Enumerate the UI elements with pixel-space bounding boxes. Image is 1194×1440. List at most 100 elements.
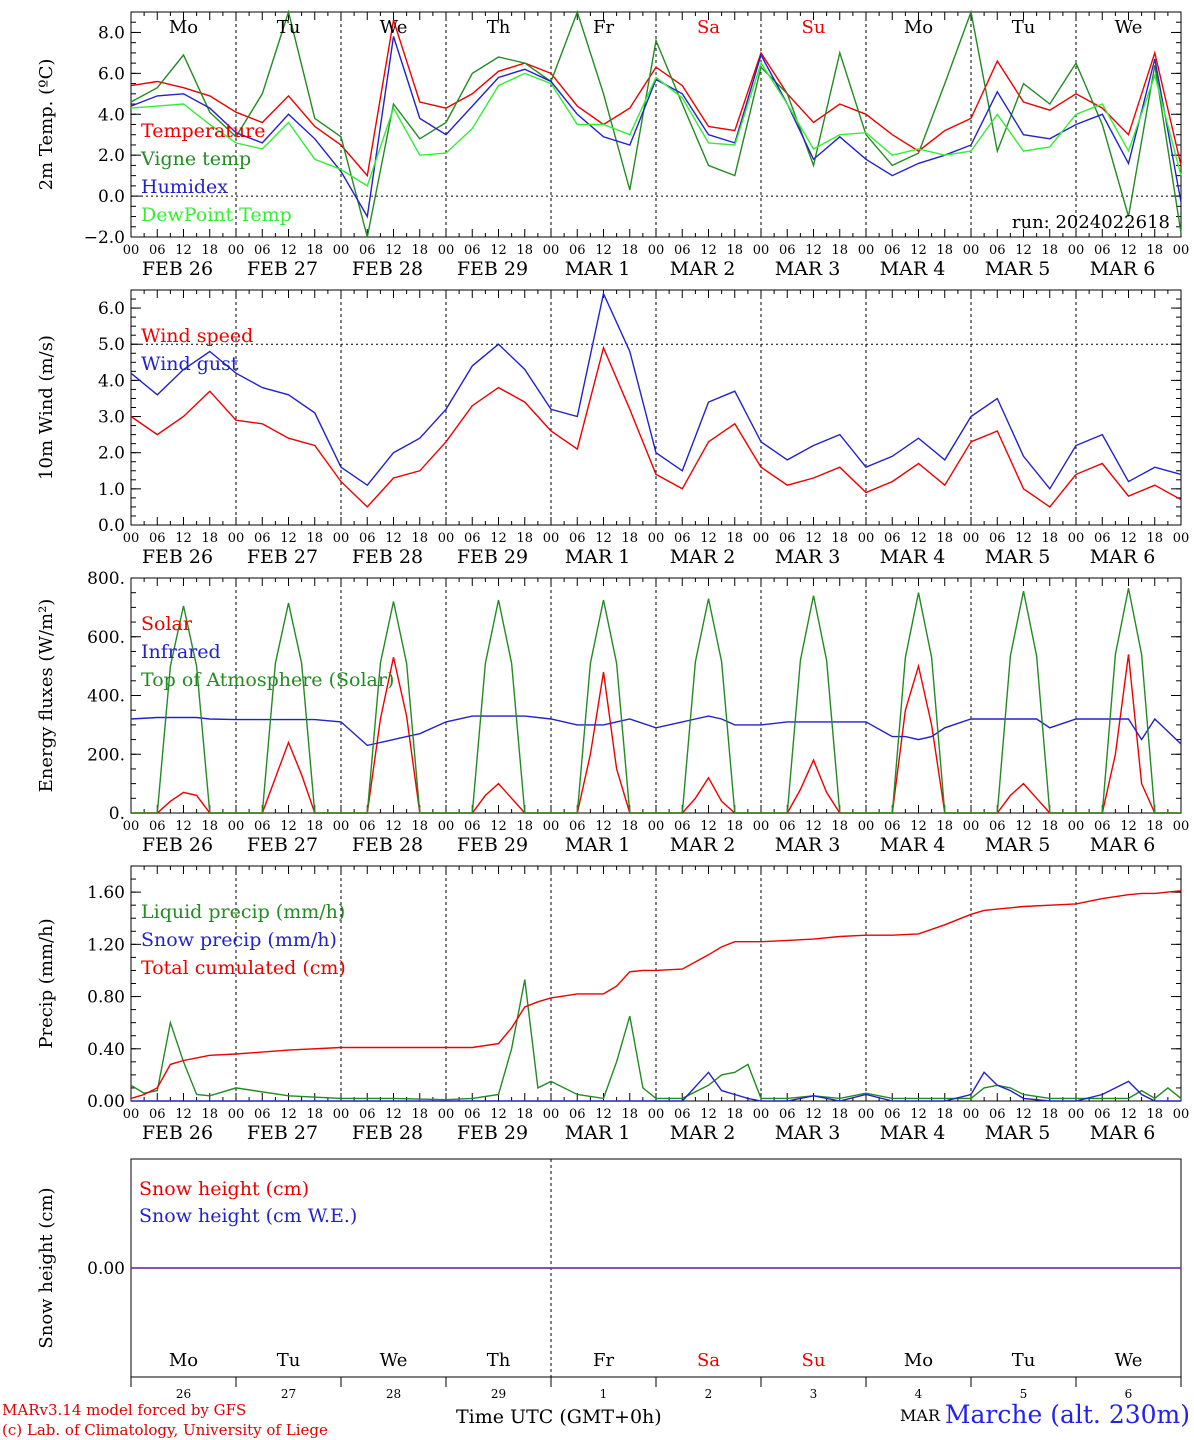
hour-tick-label: 18 xyxy=(936,1107,953,1122)
date-label: MAR 5 xyxy=(985,1122,1051,1144)
hour-tick-label: 06 xyxy=(884,819,901,834)
hour-tick-label: 06 xyxy=(674,819,691,834)
hour-tick-label: 00 xyxy=(123,819,140,834)
hour-tick-label: 18 xyxy=(1041,819,1058,834)
weekday-label-bottom: Tu xyxy=(277,1350,301,1371)
y-axis-label: Energy fluxes (W/m²) xyxy=(36,599,57,793)
weekday-label-bottom: Tu xyxy=(1012,1350,1036,1371)
hour-tick-label: 18 xyxy=(516,1107,533,1122)
hour-tick-label: 12 xyxy=(1120,819,1137,834)
panel-2 xyxy=(130,289,1182,526)
legend-entry: Temperature xyxy=(141,120,265,142)
hour-tick-label: 00 xyxy=(963,531,980,546)
hour-tick-label: 18 xyxy=(1146,531,1163,546)
legend-entry: Vigne temp xyxy=(140,148,251,170)
hour-tick-label: 06 xyxy=(359,243,376,258)
y-tick-label: 1.20 xyxy=(87,935,125,955)
y-tick-label: 1.60 xyxy=(87,883,125,903)
weekday-label-bottom: We xyxy=(380,1350,408,1371)
hour-tick-label: 12 xyxy=(280,243,297,258)
date-label: MAR 6 xyxy=(1090,834,1156,856)
hour-tick-label: 00 xyxy=(1173,243,1190,258)
weekday-label-top: We xyxy=(380,17,408,38)
hour-tick-label: 18 xyxy=(411,243,428,258)
hour-tick-label: 06 xyxy=(779,819,796,834)
date-label: MAR 3 xyxy=(775,546,841,568)
run-annotation: run: 2024022618 xyxy=(1012,212,1170,233)
weekday-label-top: Mo xyxy=(169,17,198,38)
legend-entry: Top of Atmosphere (Solar) xyxy=(141,669,394,691)
hour-tick-label: 18 xyxy=(726,243,743,258)
hour-tick-label: 00 xyxy=(228,819,245,834)
hour-tick-label: 18 xyxy=(1041,243,1058,258)
date-label: MAR 1 xyxy=(565,1122,631,1144)
hour-tick-label: 12 xyxy=(595,819,612,834)
y-tick-label: 200. xyxy=(87,745,125,765)
series-line-humidex xyxy=(130,36,1182,219)
hour-tick-label: 18 xyxy=(621,531,638,546)
day-number-label: 1 xyxy=(600,1387,608,1401)
date-label: MAR 1 xyxy=(565,258,631,280)
hour-tick-label: 12 xyxy=(910,243,927,258)
day-number-label: 26 xyxy=(176,1387,191,1401)
date-label: MAR 4 xyxy=(880,834,946,856)
hour-tick-label: 18 xyxy=(201,243,218,258)
weekday-label-top: Su xyxy=(802,17,826,38)
y-axis-label: Snow height (cm) xyxy=(36,1187,57,1348)
legend-entry: Liquid precip (mm/h) xyxy=(141,901,345,923)
hour-tick-label: 12 xyxy=(1120,243,1137,258)
hour-tick-label: 18 xyxy=(306,1107,323,1122)
hour-tick-label: 12 xyxy=(385,243,402,258)
y-axis-label: 10m Wind (m/s) xyxy=(36,335,57,480)
hour-tick-label: 00 xyxy=(228,243,245,258)
hour-tick-label: 18 xyxy=(411,531,428,546)
y-tick-label: 600. xyxy=(87,628,125,648)
hour-tick-label: 12 xyxy=(280,531,297,546)
date-label: MAR 2 xyxy=(670,546,736,568)
hour-tick-label: 18 xyxy=(831,531,848,546)
hour-tick-label: 06 xyxy=(779,243,796,258)
hour-tick-label: 06 xyxy=(254,1107,271,1122)
hour-tick-label: 00 xyxy=(1173,1107,1190,1122)
hour-tick-label: 18 xyxy=(411,1107,428,1122)
hour-tick-label: 18 xyxy=(1041,1107,1058,1122)
y-tick-label: 0.0 xyxy=(98,187,125,207)
hour-tick-label: 06 xyxy=(674,1107,691,1122)
date-label: FEB 27 xyxy=(247,258,318,280)
hour-tick-label: 18 xyxy=(201,1107,218,1122)
hour-tick-label: 06 xyxy=(359,819,376,834)
hour-tick-label: 18 xyxy=(936,819,953,834)
series-line-total-cumulated-cm xyxy=(130,890,1182,1100)
legend-entry: Snow height (cm W.E.) xyxy=(139,1205,357,1227)
series-line-liquid-precip-mm-h xyxy=(130,979,1182,1101)
date-label: MAR 6 xyxy=(1090,258,1156,280)
day-number-label: 5 xyxy=(1020,1387,1028,1401)
weekday-label-bottom: Su xyxy=(802,1350,826,1371)
hour-tick-label: 12 xyxy=(595,531,612,546)
date-label: FEB 28 xyxy=(352,834,423,856)
hour-tick-label: 06 xyxy=(1094,819,1111,834)
hour-tick-label: 18 xyxy=(306,531,323,546)
day-number-label: 2 xyxy=(705,1387,713,1401)
date-label: MAR 2 xyxy=(670,258,736,280)
hour-tick-label: 06 xyxy=(149,1107,166,1122)
hour-tick-label: 18 xyxy=(621,819,638,834)
panel-4 xyxy=(130,865,1182,1102)
date-label: FEB 29 xyxy=(457,546,528,568)
date-label: MAR 3 xyxy=(775,258,841,280)
y-tick-label: 3.0 xyxy=(98,408,125,428)
hour-tick-label: 06 xyxy=(779,1107,796,1122)
hour-tick-label: 12 xyxy=(175,819,192,834)
hour-tick-label: 18 xyxy=(726,1107,743,1122)
month-label: MAR xyxy=(900,1406,940,1425)
date-label: FEB 26 xyxy=(142,834,213,856)
day-number-label: 27 xyxy=(281,1387,296,1401)
series-line-vigne-temp xyxy=(130,9,1182,238)
hour-tick-label: 06 xyxy=(989,1107,1006,1122)
hour-tick-label: 18 xyxy=(306,819,323,834)
hour-tick-label: 12 xyxy=(280,819,297,834)
hour-tick-label: 00 xyxy=(1173,531,1190,546)
legend-entry: Humidex xyxy=(141,176,228,198)
hour-tick-label: 18 xyxy=(1146,243,1163,258)
date-label: FEB 26 xyxy=(142,258,213,280)
